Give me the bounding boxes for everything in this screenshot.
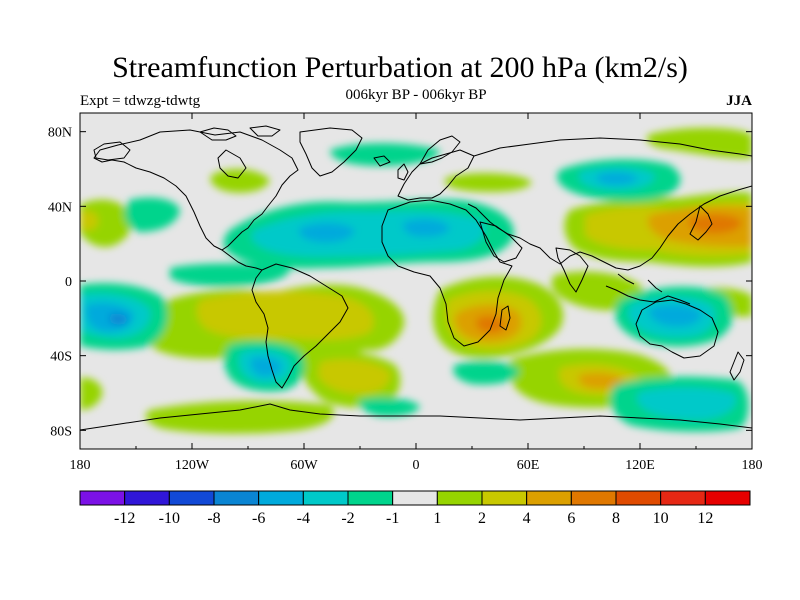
field-neg-patagonia-core <box>250 356 282 377</box>
chart-title: Streamfunction Perturbation at 200 hPa (… <box>112 51 688 84</box>
colorbar-swatch <box>168 490 215 506</box>
coastline-australia <box>635 299 719 359</box>
experiment-label: Expt = tdwzg-tdwtg <box>80 93 201 109</box>
colorbar-label: -1 <box>386 510 399 527</box>
colorbar-swatch <box>392 490 438 506</box>
field-neg-sahara-core <box>402 219 450 237</box>
colorbar-label: 10 <box>653 510 669 527</box>
field-pos-southamerica-yellow <box>196 291 374 340</box>
field-neg-australia-core <box>649 304 702 327</box>
colorbar-swatch <box>302 490 349 506</box>
coastline-north-america <box>93 129 299 251</box>
coastline-scandinavia <box>419 135 461 165</box>
coastline-indonesia <box>605 273 691 305</box>
field-pos-safrica-core <box>476 316 506 333</box>
contour-field-layer <box>80 127 752 434</box>
colorbar-label: -10 <box>159 510 180 527</box>
y-tick-label: 40N <box>48 200 72 215</box>
coastline-uk <box>397 163 409 181</box>
colorbar-swatch <box>436 490 483 506</box>
colorbar-label: 2 <box>478 510 486 527</box>
colorbar-swatch <box>79 490 126 506</box>
x-tick-label: 60W <box>290 458 318 473</box>
x-tick-label: 0 <box>413 458 420 473</box>
colorbar-label: 1 <box>433 510 441 527</box>
field-pos-arctic <box>646 127 752 159</box>
coastline-newzealand <box>729 351 745 381</box>
chart-subtitle: 006kyr BP - 006kyr BP <box>345 87 487 103</box>
field-neg-atlantic-core <box>298 222 355 243</box>
colorbar-swatch <box>213 490 260 506</box>
coastline-arabia <box>479 221 523 263</box>
y-tick-label: 40S <box>50 350 72 365</box>
field-pos-asia-core <box>688 214 742 234</box>
coastline-greenland <box>299 127 363 177</box>
y-axis: 80N 40N 0 40S 80S <box>48 126 752 439</box>
field-pos-npac-east <box>80 199 132 247</box>
colorbar-swatch <box>481 490 528 506</box>
coastline-alaska <box>93 141 131 161</box>
colorbar-swatch <box>660 490 706 506</box>
y-tick-label: 80S <box>50 424 72 439</box>
field-pos-southatlantic-yellow <box>318 359 391 394</box>
field-neg-npac-west <box>124 197 180 232</box>
coastline-central-america <box>221 249 263 271</box>
coastline-africa <box>381 199 513 347</box>
colorbar-swatch <box>570 490 617 506</box>
field-pos-greenland <box>444 173 532 192</box>
coastline-madagascar <box>499 305 511 331</box>
field-neg-spac-core <box>109 313 128 325</box>
coastline-hudson <box>217 149 247 179</box>
coastline-india <box>555 247 589 293</box>
colorbar-label: -4 <box>297 510 310 527</box>
colorbar-label: 8 <box>612 510 620 527</box>
field-pos-southern-orange <box>578 372 625 389</box>
colorbar-swatch <box>347 490 394 506</box>
colorbar-label: -2 <box>341 510 354 527</box>
field-neg-npac-core <box>596 172 638 185</box>
coastline-south-america <box>251 263 349 389</box>
colorbar: -12 -10 -8 -6 -4 -2 -1 1 2 4 6 8 10 12 <box>79 490 751 527</box>
field-neg-southernocean-cyan <box>637 387 736 420</box>
field-neg-southatlantic-south <box>358 397 420 417</box>
coastline-japan <box>689 205 713 241</box>
colorbar-swatch <box>526 490 572 506</box>
coastline-iceland <box>373 155 391 167</box>
colorbar-swatch <box>704 490 751 506</box>
x-tick-label: 120E <box>625 458 655 473</box>
field-neg-safrica-south <box>453 360 520 385</box>
colorbar-label: -6 <box>252 510 265 527</box>
colorbar-label: -12 <box>114 510 135 527</box>
colorbar-swatch <box>124 490 170 506</box>
coastline-europe <box>397 149 475 201</box>
colorbar-swatch <box>615 490 662 506</box>
x-axis: 180 120W 60W 0 60E 120E 180 <box>70 113 763 473</box>
colorbar-label: 12 <box>697 510 713 527</box>
x-tick-label: 120W <box>175 458 210 473</box>
coastline-antarctica <box>80 403 752 431</box>
x-tick-label: 180 <box>70 458 91 473</box>
season-label: JJA <box>726 93 752 109</box>
field-neg-arctic <box>330 143 440 166</box>
colorbar-label: 4 <box>523 510 531 527</box>
field-pos-canada <box>210 168 270 193</box>
field-pos-npac-east-inner <box>80 210 99 231</box>
y-tick-label: 0 <box>65 275 72 290</box>
y-tick-label: 80N <box>48 126 72 141</box>
field-pos-westedge <box>80 377 103 410</box>
colorbar-label: 6 <box>567 510 575 527</box>
x-tick-label: 180 <box>742 458 763 473</box>
coastline-canadian-archipelago <box>199 125 281 141</box>
colorbar-swatch <box>258 490 304 506</box>
colorbar-label: -8 <box>207 510 220 527</box>
x-tick-label: 60E <box>517 458 540 473</box>
coastlines-layer <box>80 125 752 431</box>
